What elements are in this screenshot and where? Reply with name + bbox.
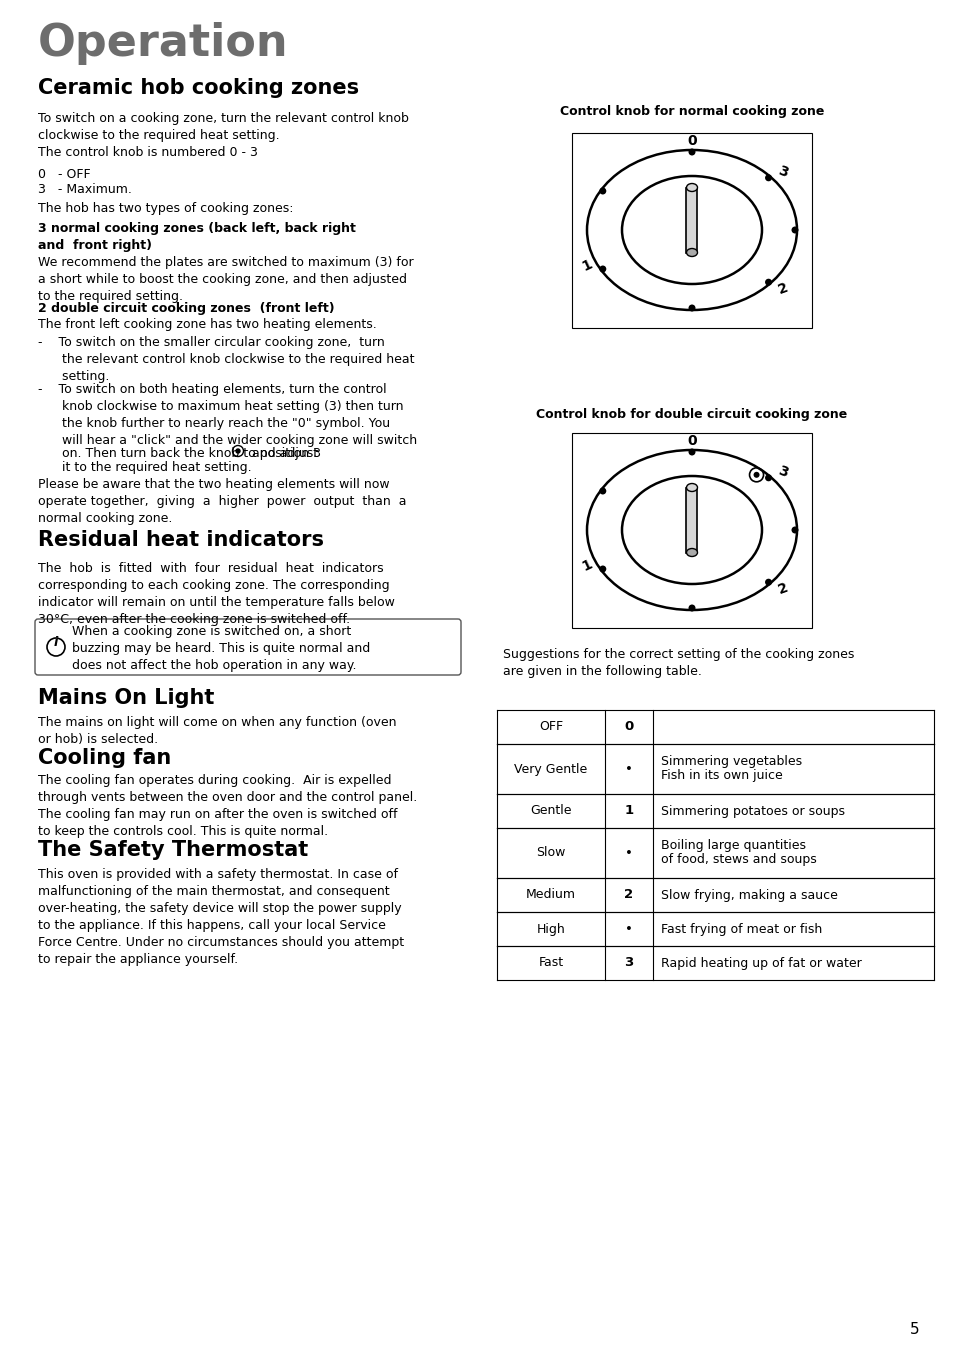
- Text: Rapid heating up of fat or water: Rapid heating up of fat or water: [660, 957, 861, 970]
- Text: 1: 1: [579, 257, 594, 273]
- Ellipse shape: [586, 450, 796, 611]
- Circle shape: [598, 566, 606, 573]
- Circle shape: [764, 278, 771, 285]
- FancyBboxPatch shape: [35, 619, 460, 676]
- Text: Ceramic hob cooking zones: Ceramic hob cooking zones: [38, 78, 358, 99]
- Text: 3   - Maximum.: 3 - Maximum.: [38, 182, 132, 196]
- Text: Slow: Slow: [536, 847, 565, 859]
- Ellipse shape: [686, 549, 697, 557]
- Ellipse shape: [586, 150, 796, 309]
- Text: Mains On Light: Mains On Light: [38, 688, 214, 708]
- Text: Simmering potatoes or soups: Simmering potatoes or soups: [660, 804, 844, 817]
- Text: •: •: [624, 847, 632, 859]
- Ellipse shape: [686, 484, 697, 492]
- Text: 0: 0: [686, 134, 696, 149]
- Text: The  hob  is  fitted  with  four  residual  heat  indicators
corresponding to ea: The hob is fitted with four residual hea…: [38, 562, 395, 626]
- Text: 1: 1: [579, 557, 594, 573]
- Text: This oven is provided with a safety thermostat. In case of
malfunctioning of the: This oven is provided with a safety ther…: [38, 867, 404, 966]
- Circle shape: [688, 304, 695, 312]
- Circle shape: [764, 578, 771, 586]
- Circle shape: [598, 188, 606, 195]
- Circle shape: [598, 266, 606, 273]
- Bar: [572, 132, 811, 327]
- Text: Please be aware that the two heating elements will now
operate together,  giving: Please be aware that the two heating ele…: [38, 478, 406, 526]
- Text: •: •: [624, 923, 632, 935]
- Text: Simmering vegetables: Simmering vegetables: [660, 755, 801, 769]
- Text: The cooling fan operates during cooking.  Air is expelled
through vents between : The cooling fan operates during cooking.…: [38, 774, 416, 838]
- Text: Gentle: Gentle: [530, 804, 571, 817]
- Circle shape: [753, 471, 759, 478]
- Ellipse shape: [686, 184, 697, 192]
- Text: and adjust: and adjust: [248, 447, 317, 459]
- Text: Boiling large quantities: Boiling large quantities: [660, 839, 805, 852]
- Text: To switch on a cooking zone, turn the relevant control knob
clockwise to the req: To switch on a cooking zone, turn the re…: [38, 112, 409, 159]
- Text: Suggestions for the correct setting of the cooking zones
are given in the follow: Suggestions for the correct setting of t…: [502, 648, 854, 678]
- Text: OFF: OFF: [538, 720, 562, 734]
- Text: it to the required heat setting.: it to the required heat setting.: [38, 461, 252, 474]
- Text: of food, stews and soups: of food, stews and soups: [660, 854, 816, 866]
- Text: on. Then turn back the knob to position 3: on. Then turn back the knob to position …: [38, 447, 320, 459]
- Text: Medium: Medium: [525, 889, 576, 901]
- Ellipse shape: [621, 476, 761, 584]
- Text: 0: 0: [623, 720, 633, 734]
- Text: We recommend the plates are switched to maximum (3) for
a short while to boost t: We recommend the plates are switched to …: [38, 255, 414, 303]
- Circle shape: [688, 604, 695, 612]
- Bar: [686, 188, 697, 253]
- Text: 2: 2: [624, 889, 633, 901]
- Text: Fast frying of meat or fish: Fast frying of meat or fish: [660, 923, 821, 935]
- Text: Slow frying, making a sauce: Slow frying, making a sauce: [660, 889, 837, 901]
- Ellipse shape: [621, 176, 761, 284]
- Text: 2 double circuit cooking zones  (front left): 2 double circuit cooking zones (front le…: [38, 303, 335, 315]
- Text: Control knob for double circuit cooking zone: Control knob for double circuit cooking …: [536, 408, 846, 422]
- Text: 2: 2: [776, 580, 790, 596]
- Text: 5: 5: [909, 1323, 919, 1337]
- Ellipse shape: [686, 249, 697, 257]
- Text: Operation: Operation: [38, 22, 289, 65]
- Circle shape: [688, 449, 695, 455]
- Text: 3: 3: [776, 463, 789, 480]
- Text: 3: 3: [776, 163, 789, 180]
- Text: Fish in its own juice: Fish in its own juice: [660, 770, 781, 782]
- Text: 3 normal cooking zones (back left, back right
and  front right): 3 normal cooking zones (back left, back …: [38, 222, 355, 253]
- Bar: [572, 432, 811, 627]
- Text: Residual heat indicators: Residual heat indicators: [38, 530, 324, 550]
- Circle shape: [791, 527, 798, 534]
- Text: 0   - OFF: 0 - OFF: [38, 168, 91, 181]
- Circle shape: [764, 474, 771, 481]
- Text: 3: 3: [623, 957, 633, 970]
- Text: Control knob for normal cooking zone: Control knob for normal cooking zone: [559, 105, 823, 118]
- Text: The mains on light will come on when any function (oven
or hob) is selected.: The mains on light will come on when any…: [38, 716, 396, 746]
- Circle shape: [791, 227, 798, 234]
- Text: The Safety Thermostat: The Safety Thermostat: [38, 840, 308, 861]
- Circle shape: [764, 174, 771, 181]
- Text: When a cooking zone is switched on, a short
buzzing may be heard. This is quite : When a cooking zone is switched on, a sh…: [71, 626, 370, 671]
- Text: •: •: [624, 762, 632, 775]
- Text: The hob has two types of cooking zones:: The hob has two types of cooking zones:: [38, 203, 294, 215]
- Text: 0: 0: [686, 434, 696, 449]
- Text: Very Gentle: Very Gentle: [514, 762, 587, 775]
- Text: 2: 2: [776, 280, 790, 296]
- Text: The front left cooking zone has two heating elements.: The front left cooking zone has two heat…: [38, 317, 376, 331]
- Text: i: i: [53, 635, 58, 648]
- Text: Cooling fan: Cooling fan: [38, 748, 172, 767]
- Text: -    To switch on both heating elements, turn the control
      knob clockwise t: - To switch on both heating elements, tu…: [38, 382, 416, 447]
- Text: High: High: [536, 923, 565, 935]
- Circle shape: [235, 449, 240, 453]
- Circle shape: [598, 488, 606, 494]
- Text: 1: 1: [624, 804, 633, 817]
- Bar: [686, 488, 697, 553]
- Text: Fast: Fast: [537, 957, 563, 970]
- Text: -    To switch on the smaller circular cooking zone,  turn
      the relevant co: - To switch on the smaller circular cook…: [38, 336, 414, 382]
- Circle shape: [688, 149, 695, 155]
